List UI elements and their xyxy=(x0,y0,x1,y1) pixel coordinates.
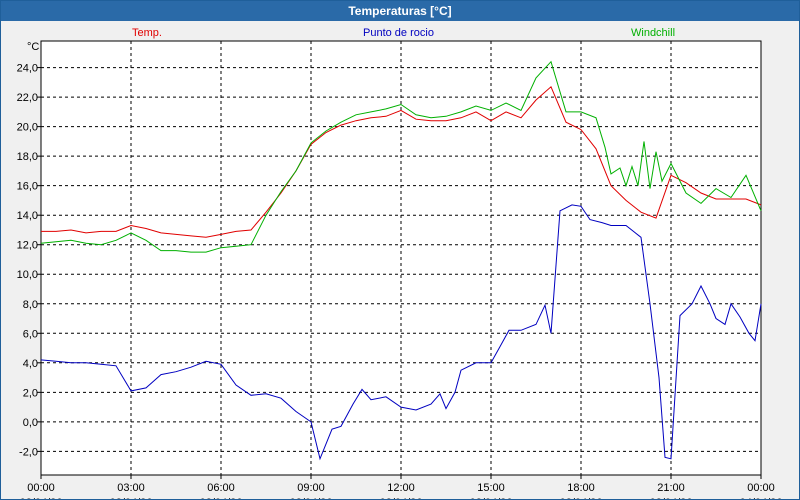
x-tick-date: 03/04/26 xyxy=(290,497,333,499)
y-axis-unit: °C xyxy=(27,41,39,53)
x-tick-time: 00:00 xyxy=(27,482,55,494)
y-tick-label: -2,0 xyxy=(19,446,38,458)
y-tick-label: 16,0 xyxy=(17,181,38,193)
y-tick-label: 2,0 xyxy=(23,387,38,399)
x-tick-time: 06:00 xyxy=(207,482,235,494)
x-tick-time: 21:00 xyxy=(657,482,685,494)
temp-line xyxy=(41,85,762,238)
y-tick-label: 22,0 xyxy=(17,92,38,104)
y-tick-label: 14,0 xyxy=(17,210,38,222)
x-tick-date: 03/04/26 xyxy=(200,497,243,499)
x-tick-date: 03/04/26 xyxy=(470,497,513,499)
grid xyxy=(41,41,761,475)
x-tick-date: 03/04/26 xyxy=(110,497,153,499)
y-tick-label: 8,0 xyxy=(23,299,38,311)
series-lines xyxy=(40,60,762,461)
y-tick-label: 0,0 xyxy=(23,417,38,429)
temperature-chart: °C 24,0 22,0 20,0 18,0 16,0 14,0 12,0 10,0 8,0 6,… xyxy=(17,27,783,499)
y-tick-label: 10,0 xyxy=(17,269,38,281)
legend-windchill: Windchill xyxy=(631,27,675,39)
window-title: Temperaturas [°C] xyxy=(1,1,799,21)
x-tick-date: 03/04/26 xyxy=(560,497,603,499)
x-tick-time: 00:00 xyxy=(747,482,775,494)
y-tick-label: 4,0 xyxy=(23,358,38,370)
x-tick-time: 15:00 xyxy=(477,482,505,494)
y-tick-label: 12,0 xyxy=(17,240,38,252)
x-tick-time: 12:00 xyxy=(387,482,415,494)
x-tick-date: 03/04/26 xyxy=(20,497,63,499)
legend: Temp. Punto de rocio Windchill xyxy=(132,27,675,39)
legend-dew-point: Punto de rocio xyxy=(363,27,434,39)
x-axis: 00:00 03/04/26 03:00 03/04/26 06:00 03/04/26 0… xyxy=(20,475,783,499)
dew-point-line xyxy=(40,204,762,461)
y-tick-label: 20,0 xyxy=(17,122,38,134)
x-tick-time: 09:00 xyxy=(297,482,325,494)
y-tick-label: 6,0 xyxy=(23,328,38,340)
x-tick-date: 03/04/26 xyxy=(380,497,423,499)
x-tick-time: 18:00 xyxy=(567,482,595,494)
legend-temp: Temp. xyxy=(132,27,162,39)
x-tick-time: 03:00 xyxy=(117,482,145,494)
x-tick-date: 04/04/26 xyxy=(740,497,783,499)
x-tick-date: 03/04/26 xyxy=(650,497,693,499)
y-axis: 24,0 22,0 20,0 18,0 16,0 14,0 12,0 10,0 8,0 6,0 4,… xyxy=(17,63,41,458)
y-tick-label: 24,0 xyxy=(17,63,38,75)
windchill-line xyxy=(40,60,762,253)
y-tick-label: 18,0 xyxy=(17,151,38,163)
